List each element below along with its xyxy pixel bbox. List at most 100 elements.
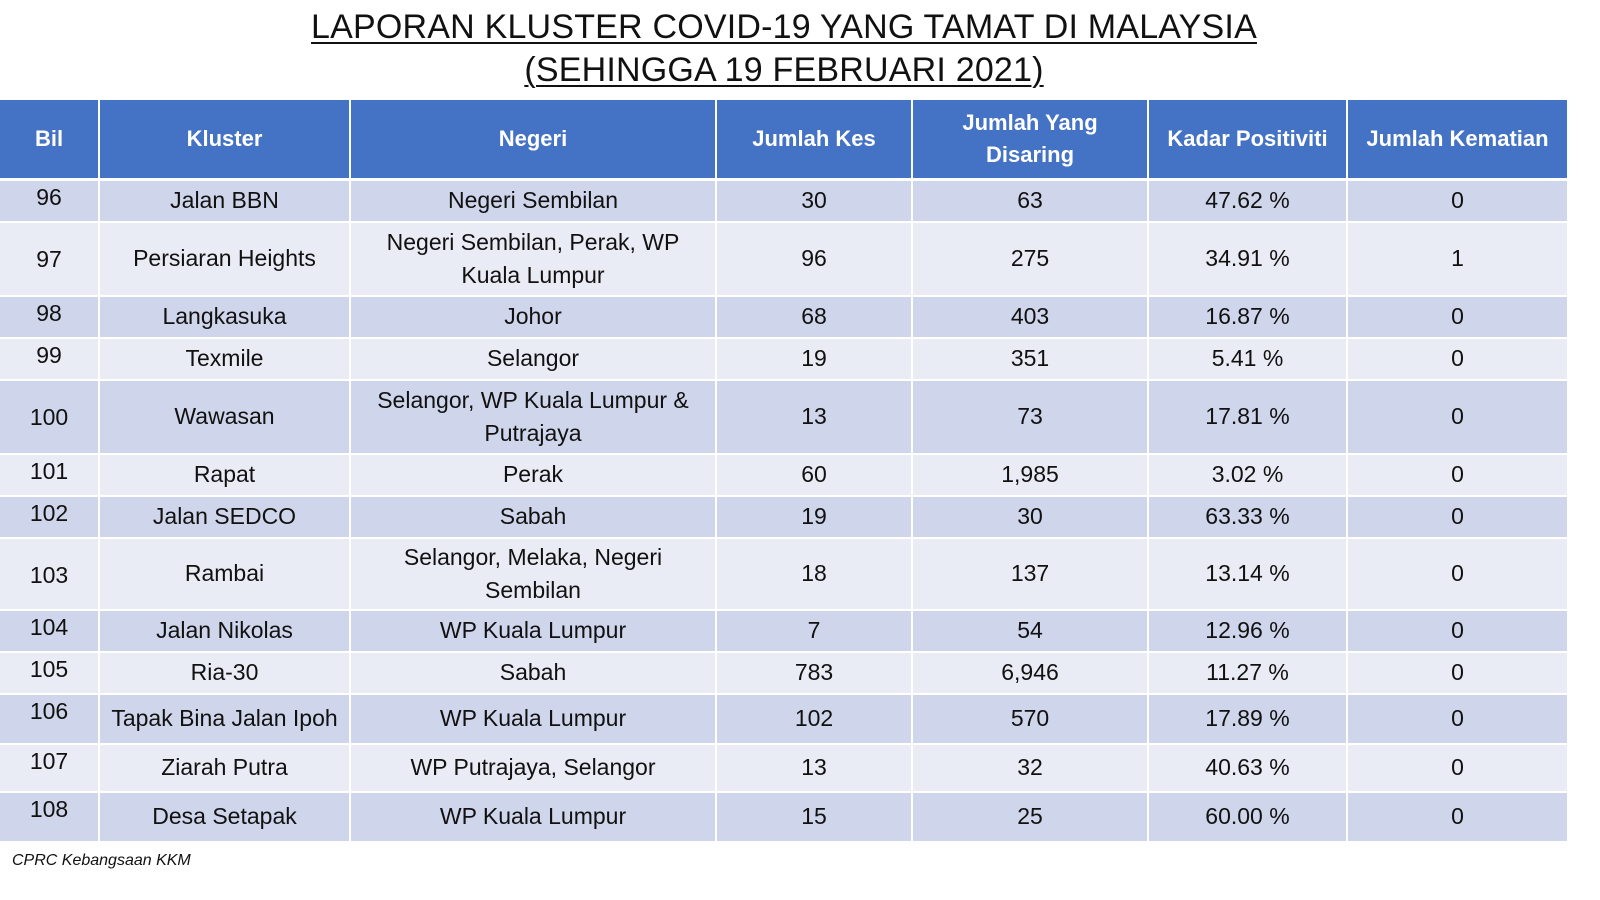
table-row: 98 Langkasuka Johor 68 403 16.87 % 0 — [0, 295, 1569, 339]
cell-kluster: Wawasan — [99, 379, 351, 455]
cell-jumlah-kematian: 0 — [1347, 179, 1569, 223]
cell-negeri: Selangor, Melaka, Negeri Sembilan — [350, 537, 717, 611]
cell-jumlah-disaring: 30 — [912, 495, 1149, 539]
cell-kadar-positiviti: 40.63 % — [1148, 743, 1348, 793]
cell-jumlah-kes: 7 — [716, 609, 913, 653]
table-header-row: Bil Kluster Negeri Jumlah Kes Jumlah Yan… — [0, 100, 1569, 181]
cell-kadar-positiviti: 11.27 % — [1148, 651, 1348, 695]
cell-bil: 99 — [0, 337, 100, 381]
cell-jumlah-disaring: 570 — [912, 693, 1149, 745]
cell-jumlah-disaring: 25 — [912, 791, 1149, 843]
cell-kluster: Persiaran Heights — [99, 221, 351, 297]
cell-kluster: Rapat — [99, 453, 351, 497]
header-bil: Bil — [0, 100, 100, 181]
cell-jumlah-kematian: 0 — [1347, 295, 1569, 339]
table-row: 97 Persiaran Heights Negeri Sembilan, Pera… — [0, 221, 1569, 297]
cell-kadar-positiviti: 17.81 % — [1148, 379, 1348, 455]
cell-jumlah-disaring: 6,946 — [912, 651, 1149, 695]
cell-kadar-positiviti: 17.89 % — [1148, 693, 1348, 745]
cell-bil: 107 — [0, 743, 100, 793]
cell-jumlah-kematian: 0 — [1347, 609, 1569, 653]
cell-kluster: Rambai — [99, 537, 351, 611]
cell-kluster: Langkasuka — [99, 295, 351, 339]
cell-kluster: Jalan BBN — [99, 179, 351, 223]
cell-bil: 106 — [0, 693, 100, 745]
cell-jumlah-kematian: 0 — [1347, 743, 1569, 793]
cell-jumlah-disaring: 32 — [912, 743, 1149, 793]
cell-jumlah-disaring: 1,985 — [912, 453, 1149, 497]
table-row: 96 Jalan BBN Negeri Sembilan 30 63 47.62 % 0 — [0, 179, 1569, 223]
cell-jumlah-kematian: 0 — [1347, 337, 1569, 381]
cell-jumlah-disaring: 54 — [912, 609, 1149, 653]
cell-negeri: Selangor — [350, 337, 717, 381]
cell-kluster: Ria-30 — [99, 651, 351, 695]
table-row: 101 Rapat Perak 60 1,985 3.02 % 0 — [0, 453, 1569, 497]
header-kluster: Kluster — [99, 100, 351, 181]
cell-jumlah-disaring: 137 — [912, 537, 1149, 611]
report-title-line-1: LAPORAN KLUSTER COVID-19 YANG TAMAT DI M… — [311, 8, 1257, 46]
cell-negeri: Sabah — [350, 495, 717, 539]
cell-negeri: WP Kuala Lumpur — [350, 609, 717, 653]
cell-jumlah-kes: 19 — [716, 337, 913, 381]
cell-kadar-positiviti: 3.02 % — [1148, 453, 1348, 497]
cell-jumlah-kematian: 0 — [1347, 693, 1569, 745]
cell-jumlah-kematian: 1 — [1347, 221, 1569, 297]
cell-bil: 97 — [0, 221, 100, 297]
cell-jumlah-kes: 13 — [716, 743, 913, 793]
cell-jumlah-kes: 102 — [716, 693, 913, 745]
cell-jumlah-kes: 19 — [716, 495, 913, 539]
table-row: 102 Jalan SEDCO Sabah 19 30 63.33 % 0 — [0, 495, 1569, 539]
table-row: 106 Tapak Bina Jalan Ipoh WP Kuala Lumpur 1… — [0, 693, 1569, 745]
header-jumlah-kes: Jumlah Kes — [716, 100, 913, 181]
cell-kadar-positiviti: 47.62 % — [1148, 179, 1348, 223]
cell-jumlah-kematian: 0 — [1347, 379, 1569, 455]
cell-bil: 98 — [0, 295, 100, 339]
table-row: 103 Rambai Selangor, Melaka, Negeri Sembil… — [0, 537, 1569, 611]
cell-kadar-positiviti: 5.41 % — [1148, 337, 1348, 381]
cell-bil: 96 — [0, 179, 100, 223]
cell-bil: 102 — [0, 495, 100, 539]
cell-kadar-positiviti: 12.96 % — [1148, 609, 1348, 653]
header-jumlah-disaring: Jumlah Yang Disaring — [912, 100, 1149, 181]
table-row: 99 Texmile Selangor 19 351 5.41 % 0 — [0, 337, 1569, 381]
cell-kadar-positiviti: 16.87 % — [1148, 295, 1348, 339]
cell-negeri: WP Kuala Lumpur — [350, 693, 717, 745]
cell-negeri: WP Kuala Lumpur — [350, 791, 717, 843]
cell-jumlah-disaring: 73 — [912, 379, 1149, 455]
cell-negeri: WP Putrajaya, Selangor — [350, 743, 717, 793]
cell-jumlah-kes: 60 — [716, 453, 913, 497]
cell-jumlah-disaring: 63 — [912, 179, 1149, 223]
cell-kluster: Desa Setapak — [99, 791, 351, 843]
cell-negeri: Negeri Sembilan, Perak, WP Kuala Lumpur — [350, 221, 717, 297]
report-title-line-2: (SEHINGGA 19 FEBRUARI 2021) — [524, 51, 1044, 89]
cell-kluster: Jalan Nikolas — [99, 609, 351, 653]
report-title: LAPORAN KLUSTER COVID-19 YANG TAMAT DI M… — [0, 6, 1568, 92]
table-row: 100 Wawasan Selangor, WP Kuala Lumpur & Pu… — [0, 379, 1569, 455]
cell-jumlah-disaring: 351 — [912, 337, 1149, 381]
cell-kadar-positiviti: 13.14 % — [1148, 537, 1348, 611]
cell-kluster: Tapak Bina Jalan Ipoh — [99, 693, 351, 745]
cell-jumlah-kes: 68 — [716, 295, 913, 339]
cell-jumlah-kes: 15 — [716, 791, 913, 843]
table-row: 107 Ziarah Putra WP Putrajaya, Selangor 13 3… — [0, 743, 1569, 793]
cell-jumlah-kematian: 0 — [1347, 495, 1569, 539]
cell-kadar-positiviti: 63.33 % — [1148, 495, 1348, 539]
cell-negeri: Selangor, WP Kuala Lumpur & Putrajaya — [350, 379, 717, 455]
cell-negeri: Negeri Sembilan — [350, 179, 717, 223]
cell-kluster: Jalan SEDCO — [99, 495, 351, 539]
table-body: 96 Jalan BBN Negeri Sembilan 30 63 47.62 % 0 97… — [0, 179, 1569, 843]
cell-kadar-positiviti: 34.91 % — [1148, 221, 1348, 297]
table-row: 108 Desa Setapak WP Kuala Lumpur 15 25 60.00 … — [0, 791, 1569, 843]
cell-jumlah-kematian: 0 — [1347, 651, 1569, 695]
cell-jumlah-kes: 783 — [716, 651, 913, 695]
cell-bil: 104 — [0, 609, 100, 653]
cluster-table: Bil Kluster Negeri Jumlah Kes Jumlah Yan… — [0, 100, 1569, 843]
cell-kluster: Ziarah Putra — [99, 743, 351, 793]
header-negeri: Negeri — [350, 100, 717, 181]
cell-negeri: Perak — [350, 453, 717, 497]
cell-bil: 108 — [0, 791, 100, 843]
cell-jumlah-kematian: 0 — [1347, 453, 1569, 497]
cell-jumlah-kematian: 0 — [1347, 537, 1569, 611]
header-jumlah-kematian: Jumlah Kematian — [1347, 100, 1569, 181]
cell-negeri: Sabah — [350, 651, 717, 695]
